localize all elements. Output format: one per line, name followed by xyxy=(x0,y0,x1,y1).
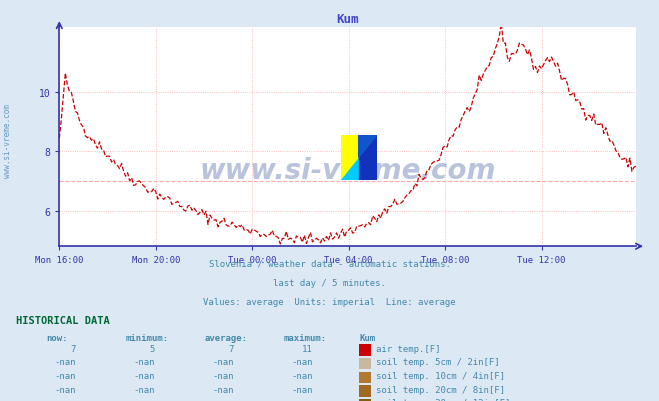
Text: -nan: -nan xyxy=(291,357,313,366)
Title: Kum: Kum xyxy=(336,12,359,26)
Text: -nan: -nan xyxy=(291,371,313,380)
Text: 5: 5 xyxy=(150,344,155,352)
Text: -nan: -nan xyxy=(291,398,313,401)
Text: average:: average: xyxy=(204,333,247,342)
Text: HISTORICAL DATA: HISTORICAL DATA xyxy=(16,315,110,325)
Text: -nan: -nan xyxy=(54,398,76,401)
Text: maximum:: maximum: xyxy=(283,333,326,342)
Text: -nan: -nan xyxy=(54,357,76,366)
Text: www.si-vreme.com: www.si-vreme.com xyxy=(3,103,13,177)
Text: -nan: -nan xyxy=(54,385,76,393)
Text: 11: 11 xyxy=(302,344,313,352)
Polygon shape xyxy=(341,136,377,180)
Text: -nan: -nan xyxy=(212,385,234,393)
Text: -nan: -nan xyxy=(291,385,313,393)
Polygon shape xyxy=(358,136,377,180)
Text: soil temp. 10cm / 4in[F]: soil temp. 10cm / 4in[F] xyxy=(376,371,505,380)
Polygon shape xyxy=(341,136,377,180)
Text: -nan: -nan xyxy=(133,371,155,380)
Text: Kum: Kum xyxy=(359,333,375,342)
Text: -nan: -nan xyxy=(133,357,155,366)
Text: soil temp. 30cm / 12in[F]: soil temp. 30cm / 12in[F] xyxy=(376,398,510,401)
Text: 7: 7 xyxy=(71,344,76,352)
Text: -nan: -nan xyxy=(133,385,155,393)
Text: -nan: -nan xyxy=(212,357,234,366)
Text: now:: now: xyxy=(46,333,68,342)
Text: air temp.[F]: air temp.[F] xyxy=(376,344,440,352)
Text: soil temp. 20cm / 8in[F]: soil temp. 20cm / 8in[F] xyxy=(376,385,505,393)
Text: Values: average  Units: imperial  Line: average: Values: average Units: imperial Line: av… xyxy=(203,297,456,306)
Text: last day / 5 minutes.: last day / 5 minutes. xyxy=(273,278,386,287)
Text: minimum:: minimum: xyxy=(125,333,168,342)
Text: soil temp. 5cm / 2in[F]: soil temp. 5cm / 2in[F] xyxy=(376,357,500,366)
Text: -nan: -nan xyxy=(212,371,234,380)
Text: -nan: -nan xyxy=(212,398,234,401)
Text: -nan: -nan xyxy=(133,398,155,401)
Text: Slovenia / weather data - automatic stations.: Slovenia / weather data - automatic stat… xyxy=(208,259,451,267)
Text: www.si-vreme.com: www.si-vreme.com xyxy=(200,156,496,184)
Polygon shape xyxy=(358,136,377,158)
Text: 7: 7 xyxy=(229,344,234,352)
Text: -nan: -nan xyxy=(54,371,76,380)
